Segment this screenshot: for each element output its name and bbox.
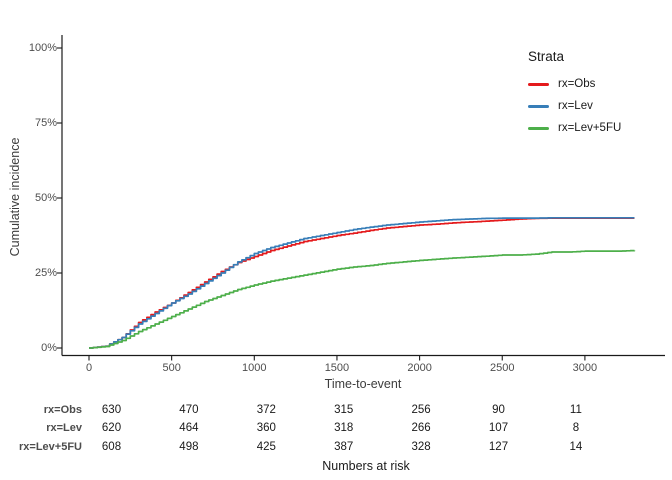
risk-row-label-rx-obs: rx=Obs (43, 404, 82, 416)
risk-value: 620 (101, 422, 122, 434)
y-tick-label: 75% (34, 116, 57, 129)
legend-item-rx-lev-5fu: rx=Lev+5FU (528, 117, 621, 139)
risk-value: 11 (569, 404, 582, 416)
legend-title: Strata (528, 49, 565, 64)
risk-value: 328 (411, 441, 431, 453)
risk-row-label-rx-lev-5fu: rx=Lev+5FU (19, 441, 82, 453)
x-tick-label: 3000 (572, 362, 598, 374)
x-tick-label: 1000 (242, 362, 267, 374)
risk-value: 315 (334, 404, 354, 416)
risk-value: 107 (488, 422, 509, 434)
curve-rx-lev-5fu (89, 249, 636, 349)
x-tick-label: 0 (85, 362, 93, 374)
legend-item-label: rx=Lev+5FU (558, 122, 622, 134)
x-tick-label: 500 (162, 362, 181, 374)
risk-value: 360 (256, 422, 276, 434)
y-tick-label: 25% (34, 266, 57, 279)
x-tick-label: 2000 (407, 362, 432, 374)
risk-value: 498 (179, 441, 199, 453)
risk-value: 425 (256, 441, 276, 453)
legend-line-swatch-icon (528, 126, 549, 130)
risk-value: 470 (179, 404, 199, 416)
y-tick-label: 0% (41, 341, 57, 354)
risk-row-label-rx-lev: rx=Lev (46, 422, 82, 434)
y-tick-label: 50% (34, 191, 57, 204)
legend-item-label: rx=Lev (558, 100, 593, 112)
legend: Strata rx=Obs rx=Lev rx=Lev+5FU (528, 49, 621, 139)
risk-value: 127 (488, 441, 509, 453)
x-axis-title: Time-to-event (324, 377, 402, 391)
risk-value: 90 (492, 404, 505, 416)
risk-table-caption: Numbers at risk (322, 459, 410, 473)
legend-item-rx-obs: rx=Obs (528, 73, 621, 95)
risk-value: 387 (334, 441, 354, 453)
risk-value: 464 (179, 422, 199, 434)
curve-rx-obs (89, 217, 635, 349)
risk-value: 14 (569, 441, 583, 453)
y-tick-label: 100% (28, 41, 57, 54)
risk-value: 266 (411, 422, 431, 434)
legend-item-rx-lev: rx=Lev (528, 95, 621, 117)
legend-line-swatch-icon (528, 104, 549, 108)
risk-value: 630 (101, 404, 122, 416)
risk-value: 372 (256, 404, 276, 416)
legend-line-swatch-icon (528, 82, 549, 86)
legend-item-label: rx=Obs (558, 78, 596, 90)
curve-rx-lev (89, 216, 635, 349)
legend-items: rx=Obs rx=Lev rx=Lev+5FU (528, 73, 621, 139)
x-tick-label: 1500 (324, 362, 350, 374)
risk-value: 608 (101, 441, 122, 453)
risk-value: 256 (411, 404, 431, 416)
risk-value: 318 (334, 422, 354, 434)
x-tick-label: 2500 (490, 362, 515, 374)
risk-value: 8 (572, 422, 580, 434)
